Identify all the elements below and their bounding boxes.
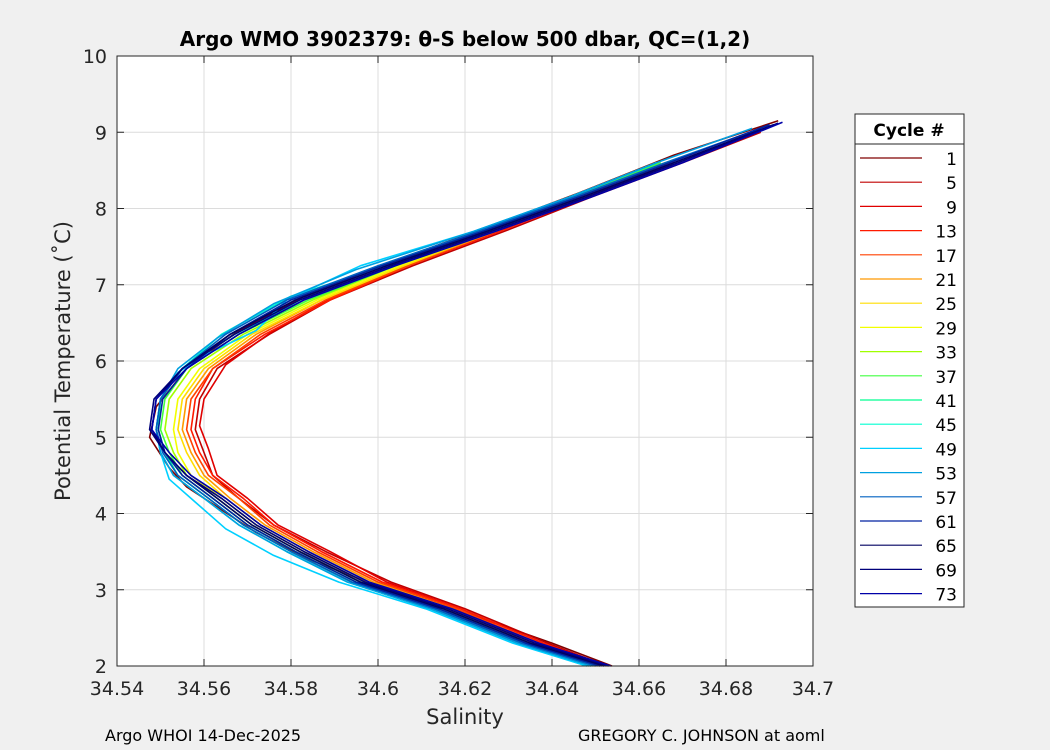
y-axis-label: Potential Temperature (˚C) <box>51 221 75 501</box>
legend-label: 29 <box>935 319 957 339</box>
x-tick-label: 34.66 <box>612 678 666 700</box>
legend-label: 69 <box>935 561 957 581</box>
legend-label: 13 <box>935 223 957 243</box>
y-tick-label: 8 <box>95 199 107 221</box>
x-axis-label: Salinity <box>426 705 504 729</box>
legend-label: 17 <box>935 247 957 267</box>
legend-label: 57 <box>935 489 957 509</box>
ticks: 34.54 34.56 34.58 34.6 34.62 34.64 34.66 34.68 3… <box>83 46 834 700</box>
y-tick-label: 4 <box>95 504 107 526</box>
legend: Cycle # 1 5 9 13 17 21 25 29 33 37 41 45 49 53 57 61 65 6… <box>854 113 965 608</box>
x-tick-label: 34.6 <box>357 678 399 700</box>
x-tick-label: 34.58 <box>264 678 318 700</box>
y-tick-label: 10 <box>83 46 107 68</box>
y-tick-label: 9 <box>95 122 107 144</box>
x-tick-label: 34.62 <box>438 678 492 700</box>
legend-box <box>854 113 965 608</box>
legend-label: 9 <box>946 198 957 218</box>
footer-right: GREGORY C. JOHNSON at aoml <box>578 726 825 745</box>
legend-label: 61 <box>935 513 957 533</box>
y-tick-label: 2 <box>95 656 107 678</box>
legend-label: 41 <box>935 392 957 412</box>
legend-label: 53 <box>935 465 957 485</box>
legend-title: Cycle # <box>873 121 944 141</box>
legend-label: 5 <box>946 174 957 194</box>
series-line-cycle-5 <box>194 131 762 667</box>
legend-label: 1 <box>946 150 957 170</box>
series-line-cycle-61 <box>157 123 770 667</box>
legend-label: 73 <box>935 586 957 606</box>
x-tick-label: 34.54 <box>90 678 144 700</box>
y-tick-label: 6 <box>95 351 107 373</box>
series-layer <box>148 120 783 667</box>
chart-title: Argo WMO 3902379: θ-S below 500 dbar, QC… <box>180 27 750 51</box>
y-tick-label: 3 <box>95 580 107 602</box>
x-tick-label: 34.68 <box>699 678 753 700</box>
legend-label: 21 <box>935 271 957 291</box>
legend-label: 37 <box>935 368 957 388</box>
x-tick-label: 34.56 <box>177 678 231 700</box>
series-line-cycle-69 <box>148 122 779 667</box>
legend-label: 65 <box>935 537 957 557</box>
series-line-cycle-73 <box>151 121 783 667</box>
x-tick-label: 34.64 <box>525 678 579 700</box>
series-line-cycle-57 <box>155 127 762 667</box>
x-tick-label: 34.7 <box>792 678 834 700</box>
legend-label: 25 <box>935 295 957 315</box>
legend-label: 33 <box>935 344 957 364</box>
series-line-cycle-17 <box>185 162 670 667</box>
legend-label: 49 <box>935 440 957 460</box>
footer-left: Argo WHOI 14-Dec-2025 <box>105 726 302 745</box>
y-tick-label: 7 <box>95 275 107 297</box>
legend-items: 1 5 9 13 17 21 25 29 33 37 41 45 49 53 57 61 65 69 73 <box>860 150 957 606</box>
y-tick-label: 5 <box>95 427 107 449</box>
legend-label: 45 <box>935 416 957 436</box>
